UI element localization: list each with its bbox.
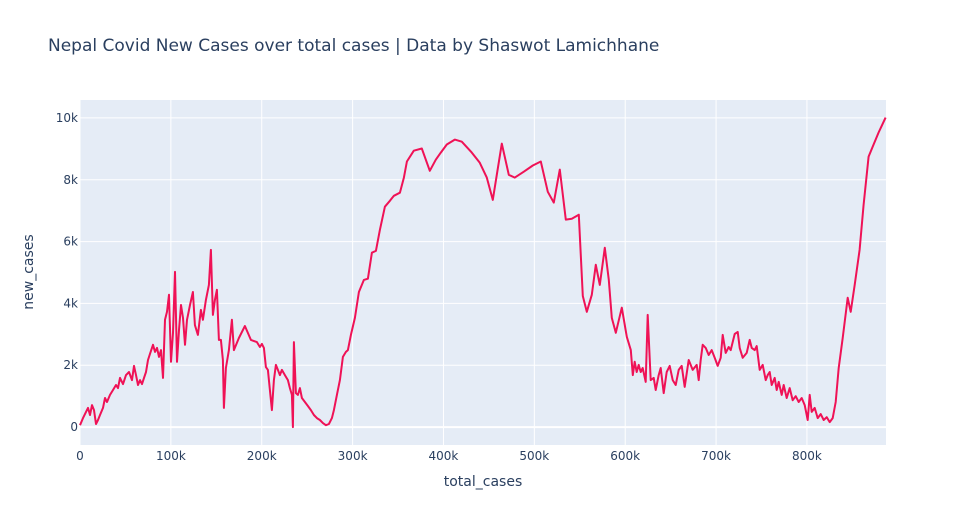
y-tick-label: 2k bbox=[63, 358, 78, 372]
x-tick-label: 700k bbox=[701, 449, 731, 463]
x-tick-label: 600k bbox=[610, 449, 640, 463]
y-tick-label: 0 bbox=[70, 420, 78, 434]
data-line bbox=[79, 117, 887, 429]
x-tick-label: 100k bbox=[156, 449, 186, 463]
x-tick-label: 400k bbox=[429, 449, 459, 463]
y-tick-label: 8k bbox=[63, 173, 78, 187]
y-tick-label: 6k bbox=[63, 235, 78, 249]
x-tick-label: 200k bbox=[247, 449, 277, 463]
y-tick-label: 4k bbox=[63, 296, 78, 310]
x-tick-label: 800k bbox=[792, 449, 822, 463]
y-tick-label: 10k bbox=[56, 111, 78, 125]
x-axis-title: total_cases bbox=[444, 474, 523, 490]
x-tick-label: 500k bbox=[519, 449, 549, 463]
y-axis-title: new_cases bbox=[21, 234, 37, 309]
x-tick-label: 300k bbox=[338, 449, 368, 463]
chart-title: Nepal Covid New Cases over total cases |… bbox=[48, 36, 659, 56]
x-tick-label: 0 bbox=[76, 449, 84, 463]
plot-area bbox=[80, 100, 886, 445]
